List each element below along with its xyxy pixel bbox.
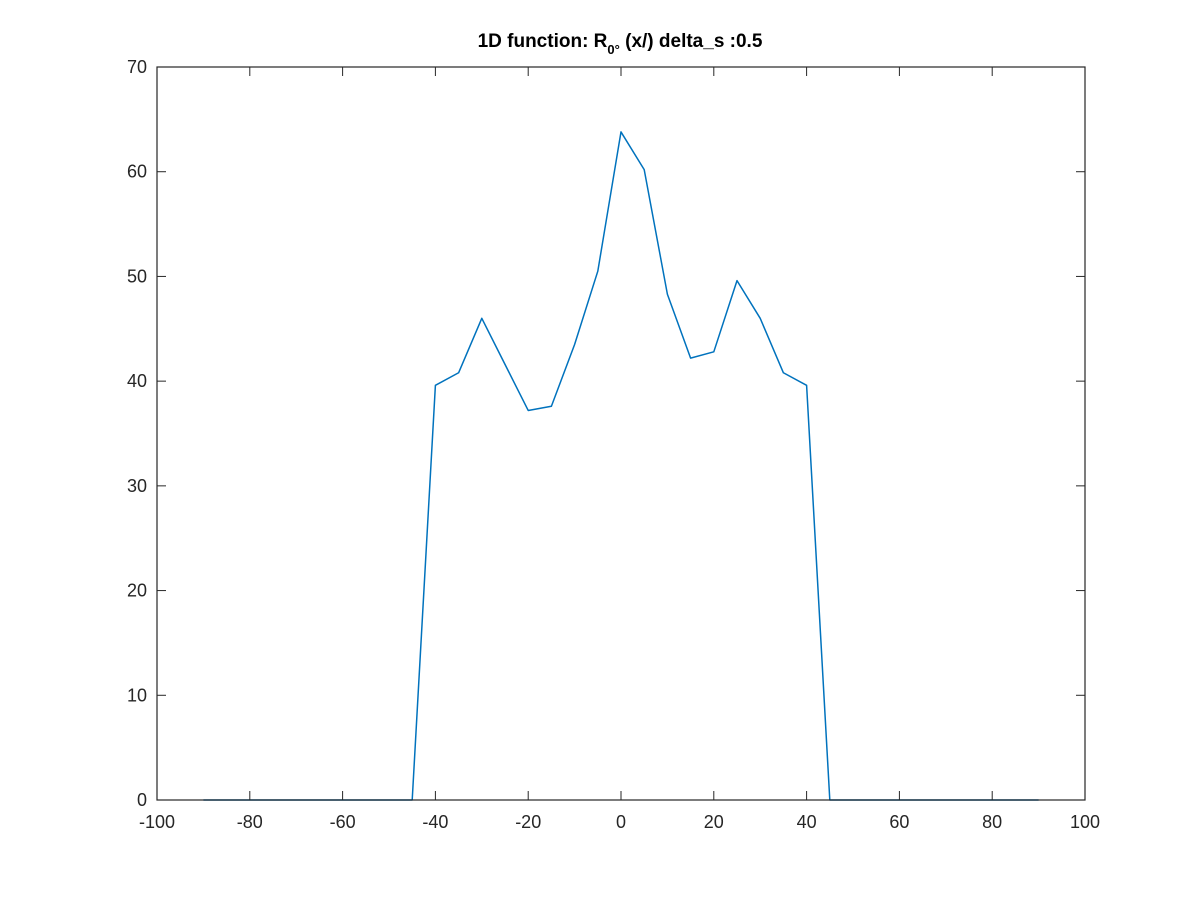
x-tick-label: -60: [330, 812, 356, 832]
x-tick-label: 40: [797, 812, 817, 832]
chart-title-suffix: (x/) delta_s :0.5: [620, 31, 763, 52]
y-tick-label: 40: [127, 371, 147, 391]
x-tick-label: 60: [889, 812, 909, 832]
x-tick-label: 20: [704, 812, 724, 832]
y-tick-label: 50: [127, 266, 147, 286]
x-tick-label: -80: [237, 812, 263, 832]
y-tick-label: 0: [137, 790, 147, 810]
y-tick-label: 70: [127, 57, 147, 77]
chart-title: 1D function: R0° (x/) delta_s :0.5: [478, 31, 763, 57]
chart-title-prefix: 1D function: R: [478, 31, 608, 52]
y-tick-label: 20: [127, 581, 147, 601]
x-tick-label: 100: [1070, 812, 1100, 832]
x-tick-label: -40: [422, 812, 448, 832]
y-tick-label: 30: [127, 476, 147, 496]
x-tick-label: -100: [139, 812, 175, 832]
y-tick-label: 10: [127, 685, 147, 705]
x-tick-label: 0: [616, 812, 626, 832]
x-tick-label: -20: [515, 812, 541, 832]
plot-area: -100 -80 -60 -40 -20 0 20 40 60 80 100 0 10 20 30 40 50 6…: [127, 57, 1100, 832]
x-tick-label: 80: [982, 812, 1002, 832]
y-tick-label: 60: [127, 162, 147, 182]
chart-title-subscript: 0°: [607, 42, 619, 57]
